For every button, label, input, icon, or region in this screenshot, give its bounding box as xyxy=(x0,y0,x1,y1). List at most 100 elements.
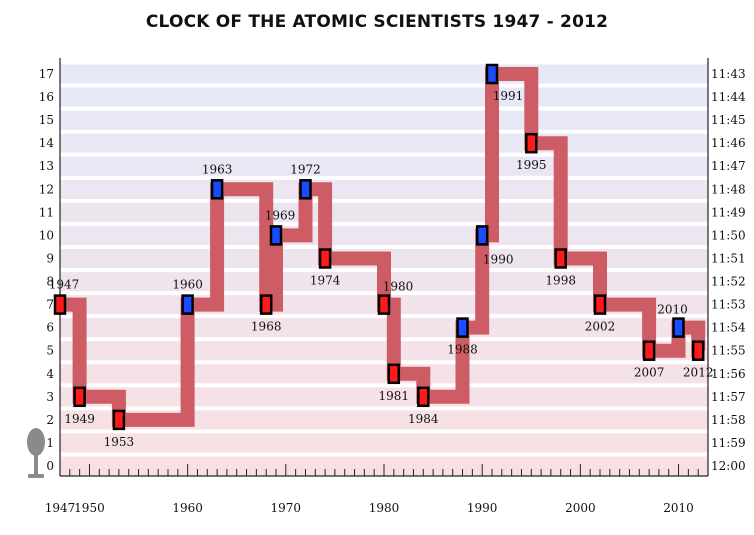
right-tick-10: 11:50 xyxy=(711,228,746,242)
marker-1981 xyxy=(387,363,401,385)
year-label-1981: 1981 xyxy=(379,389,410,403)
year-label-1990: 1990 xyxy=(483,252,514,266)
pendulum-base xyxy=(28,474,44,478)
band-17 xyxy=(60,64,708,84)
right-tick-7: 11:53 xyxy=(711,298,746,312)
left-tick-13: 13 xyxy=(39,159,54,173)
right-tick-5: 11:55 xyxy=(711,344,746,358)
left-tick-14: 14 xyxy=(39,136,55,150)
marker-1995 xyxy=(525,132,538,154)
band-13 xyxy=(60,156,708,176)
marker-1998 xyxy=(554,248,567,269)
pendulum-icon xyxy=(27,428,45,478)
left-tick-7: 7 xyxy=(46,298,54,312)
right-tick-9: 11:51 xyxy=(711,251,746,265)
marker-1974 xyxy=(318,248,332,269)
right-tick-labels: 12:00 11:59 11:58 11:57 11:56 11:55 11:54 11:53… xyxy=(711,67,746,473)
x-label-1950: 1950 xyxy=(74,501,105,515)
x-label-2010: 2010 xyxy=(663,501,694,515)
year-label-1963: 1963 xyxy=(202,162,233,176)
band-2 xyxy=(60,410,708,430)
year-label-1947: 1947 xyxy=(49,278,80,292)
right-tick-13: 11:47 xyxy=(711,159,746,173)
year-label-1960: 1960 xyxy=(172,278,203,292)
chart-title: CLOCK OF THE ATOMIC SCIENTISTS 1947 - 20… xyxy=(145,12,609,32)
marker-1990 xyxy=(475,225,489,246)
x-label-1960: 1960 xyxy=(172,501,203,515)
band-14 xyxy=(60,133,708,153)
year-label-2002: 2002 xyxy=(585,320,616,334)
right-tick-14: 11:46 xyxy=(711,136,746,150)
marker-1960 xyxy=(181,294,194,315)
left-tick-3: 3 xyxy=(46,390,54,404)
band-10 xyxy=(60,225,708,245)
right-tick-8: 11:52 xyxy=(711,275,746,289)
left-tick-17: 17 xyxy=(39,67,54,81)
marker-1988 xyxy=(456,317,469,338)
band-12 xyxy=(60,179,708,199)
marker-2010 xyxy=(672,317,685,338)
year-label-1968: 1968 xyxy=(251,320,282,334)
x-label-2000: 2000 xyxy=(565,501,596,515)
left-tick-2: 2 xyxy=(46,413,54,427)
year-label-1949: 1949 xyxy=(64,412,95,426)
right-tick-4: 11:56 xyxy=(711,367,746,381)
year-label-1969: 1969 xyxy=(265,208,296,222)
right-tick-17: 11:43 xyxy=(711,67,746,81)
left-tick-5: 5 xyxy=(46,344,54,358)
right-tick-6: 11:54 xyxy=(711,321,746,335)
right-tick-1: 11:59 xyxy=(711,436,746,450)
year-label-1972: 1972 xyxy=(290,162,321,176)
marker-2002 xyxy=(593,294,607,315)
year-label-1991: 1991 xyxy=(493,89,524,103)
band-4 xyxy=(60,364,708,384)
pendulum-rod xyxy=(34,446,38,476)
left-tick-9: 9 xyxy=(46,251,54,265)
band-5 xyxy=(60,341,708,361)
right-tick-16: 11:44 xyxy=(711,90,746,104)
year-label-2010: 2010 xyxy=(657,303,688,317)
marker-1949 xyxy=(73,386,86,408)
marker-1980 xyxy=(377,294,391,315)
right-tick-15: 11:45 xyxy=(711,113,746,127)
x-label-1980: 1980 xyxy=(369,501,400,515)
x-label-1970: 1970 xyxy=(271,501,302,515)
left-tick-10: 10 xyxy=(39,228,54,242)
year-label-1995: 1995 xyxy=(516,158,547,172)
marker-1953 xyxy=(112,409,126,431)
year-label-1988: 1988 xyxy=(447,343,478,357)
left-tick-4: 4 xyxy=(46,367,54,381)
band-3 xyxy=(60,387,708,407)
year-label-1974: 1974 xyxy=(310,274,341,288)
step-line xyxy=(60,67,706,427)
marker-1963 xyxy=(210,179,224,200)
x-minor-ticks xyxy=(59,464,699,476)
left-tick-8: 8 xyxy=(46,275,54,289)
band-6 xyxy=(60,318,708,338)
marker-1968 xyxy=(259,294,273,315)
x-label-1990: 1990 xyxy=(467,501,498,515)
left-tick-6: 6 xyxy=(46,321,54,335)
marker-1984 xyxy=(417,386,430,408)
x-label-1947: 1947 xyxy=(45,501,76,515)
year-label-2007: 2007 xyxy=(634,366,665,380)
band-1 xyxy=(60,433,708,453)
year-label-1980: 1980 xyxy=(383,280,414,294)
pendulum-bob xyxy=(27,428,45,456)
marker-1972 xyxy=(299,179,312,200)
year-label-1998: 1998 xyxy=(545,274,576,288)
marker-1991 xyxy=(485,63,499,85)
left-tick-16: 16 xyxy=(39,90,54,104)
right-tick-2: 11:58 xyxy=(711,413,746,427)
right-tick-11: 11:49 xyxy=(711,205,746,219)
band-15 xyxy=(60,110,708,130)
left-tick-0: 0 xyxy=(46,459,54,473)
left-tick-12: 12 xyxy=(39,182,54,196)
year-label-2012: 2012 xyxy=(683,366,714,380)
marker-1969 xyxy=(269,225,283,246)
right-tick-0: 12:00 xyxy=(711,459,746,473)
